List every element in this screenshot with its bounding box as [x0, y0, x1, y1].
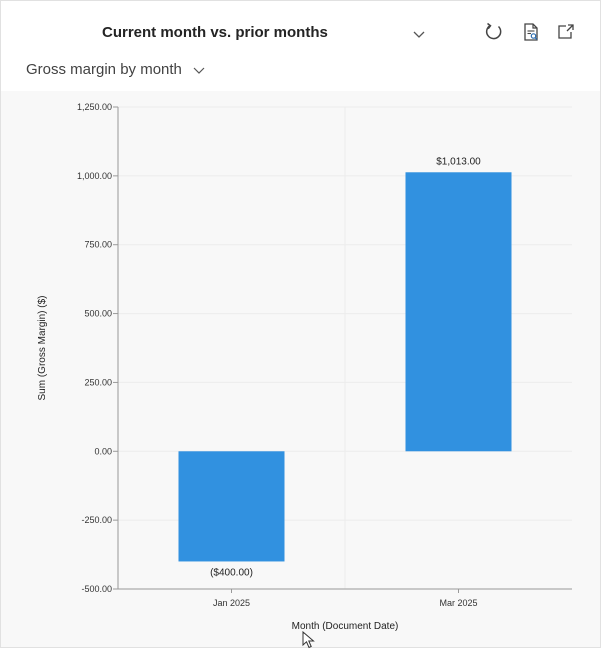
x-tick-label: Jan 2025 [213, 598, 250, 608]
gross-margin-bar-chart: 1,250.00 1,000.00 750.00 500.00 250.00 0.00 -2… [37, 102, 572, 632]
bar-jan-2025 [178, 451, 285, 562]
y-tick-label: 750.00 [84, 240, 112, 250]
chart-header: Current month vs. prior months Gross mar… [1, 1, 600, 91]
y-tick-label: 500.00 [84, 309, 112, 319]
expand-icon[interactable] [555, 21, 577, 43]
y-tick-label: -250.00 [81, 515, 112, 525]
y-tick-label: 1,250.00 [77, 102, 112, 112]
x-tick-label: Mar 2025 [439, 598, 477, 608]
y-tick-label: 1,000.00 [77, 171, 112, 181]
view-records-icon[interactable] [520, 21, 542, 43]
chart-view-title[interactable]: Current month vs. prior months [102, 24, 328, 41]
chevron-down-icon[interactable] [411, 26, 427, 42]
chart-subtitle: Gross margin by month [26, 61, 182, 78]
refresh-icon[interactable] [483, 21, 505, 43]
data-label: ($400.00) [210, 567, 253, 578]
bar-mar-2025 [405, 172, 512, 452]
mouse-cursor-icon [302, 631, 315, 649]
data-label: $1,013.00 [436, 156, 481, 167]
y-tick-label: 250.00 [84, 377, 112, 387]
x-axis-title: Month (Document Date) [292, 621, 399, 632]
y-axis-title: Sum (Gross Margin) ($) [37, 295, 48, 400]
y-tick-label: -500.00 [81, 584, 112, 594]
chart-subtitle-dropdown[interactable]: Gross margin by month [26, 61, 206, 78]
chart-plot-area: 1,250.00 1,000.00 750.00 500.00 250.00 0.00 -2… [1, 91, 600, 647]
chevron-down-icon [193, 67, 205, 74]
y-tick-label: 0.00 [94, 446, 112, 456]
